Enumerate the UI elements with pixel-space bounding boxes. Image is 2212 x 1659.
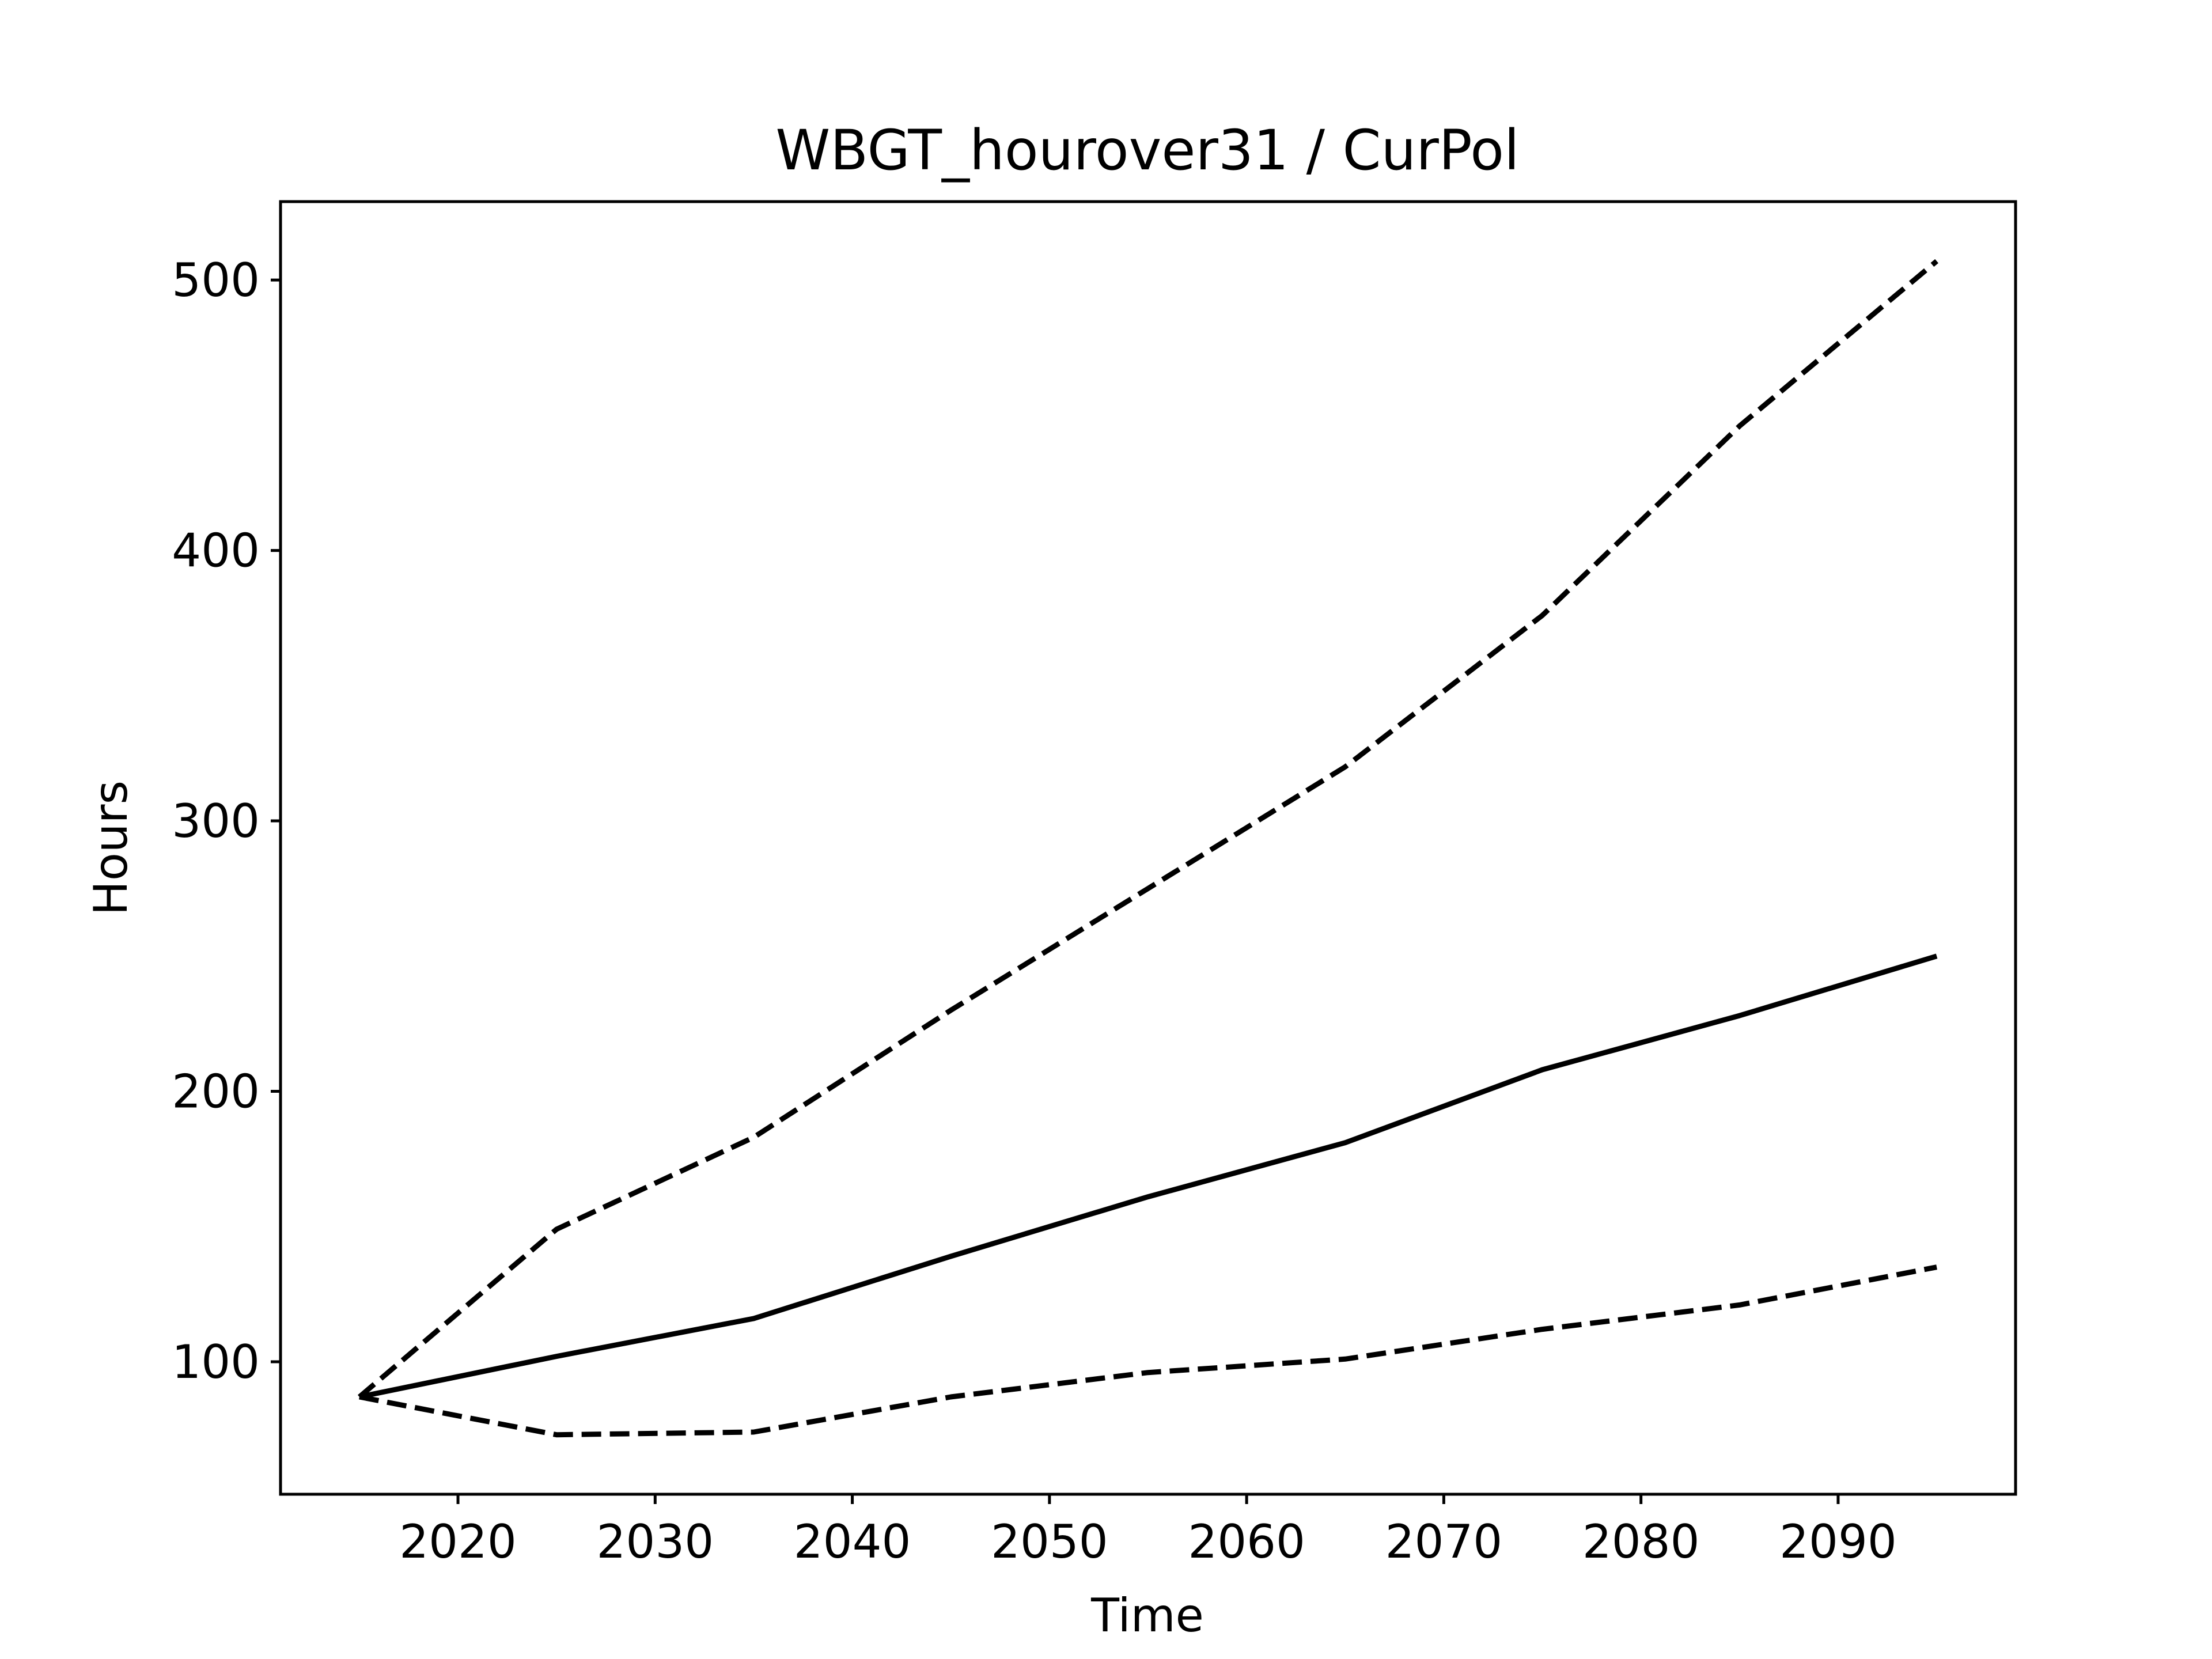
y-tick-label: 500 (172, 253, 260, 307)
x-tick-label: 2030 (597, 1515, 714, 1569)
y-tick-label: 100 (172, 1335, 260, 1389)
series-line-3 (359, 1264, 1937, 1438)
x-tick-label: 2070 (1385, 1515, 1503, 1569)
series-line-1 (357, 259, 1938, 1399)
x-tick-label: 2040 (794, 1515, 911, 1569)
y-tick-label: 300 (172, 794, 260, 848)
series-line-2 (358, 953, 1938, 1400)
y-axis-label: Hours (84, 781, 138, 915)
x-tick-label: 2050 (991, 1515, 1108, 1569)
y-tick-label: 200 (172, 1065, 260, 1119)
x-tick-label: 2080 (1582, 1515, 1700, 1569)
y-tick-label: 400 (172, 524, 260, 578)
x-tick-label: 2090 (1779, 1515, 1897, 1569)
x-tick-label: 2020 (399, 1515, 517, 1569)
x-axis-label: Time (1090, 1589, 1204, 1642)
plot-frame (279, 200, 2017, 1496)
chart-title: WBGT_hourover31 / CurPol (775, 118, 1519, 183)
axes: 2020 2030 2040 2050 2060 2070 2080 2090 100 200 30… (172, 253, 1896, 1569)
plot-area (357, 259, 1938, 1438)
x-tick-label: 2060 (1188, 1515, 1305, 1569)
